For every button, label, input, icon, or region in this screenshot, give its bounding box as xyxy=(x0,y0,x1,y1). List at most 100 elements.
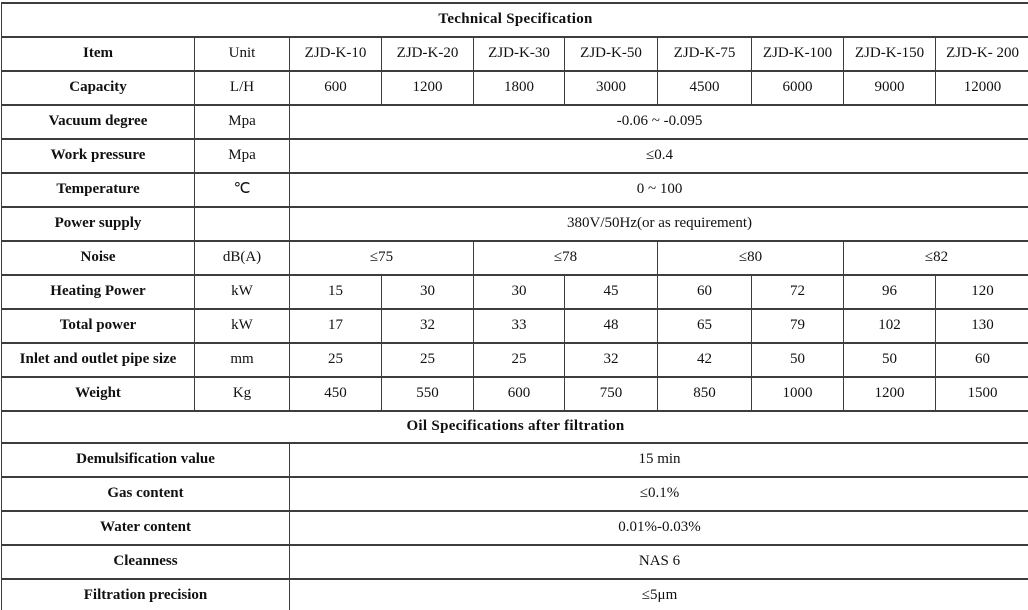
value-cell: 32 xyxy=(381,308,474,344)
value-cell: 45 xyxy=(564,274,658,310)
row-label-total-power: Total power xyxy=(1,308,195,344)
row-label-vacuum-degree: Vacuum degree xyxy=(1,104,195,140)
value-cell: 750 xyxy=(564,376,658,412)
value-cell-span: -0.06 ~ -0.095 xyxy=(288,104,1028,140)
unit-cell: L/H xyxy=(194,70,290,106)
technical-spec-title: Technical Specification xyxy=(0,2,1028,38)
value-cell-span: ≤0.1% xyxy=(288,476,1028,512)
value-cell: 65 xyxy=(657,308,752,344)
oil-spec-title: Oil Specifications after filtration xyxy=(0,410,1028,444)
value-cell: 60 xyxy=(657,274,752,310)
unit-cell: ℃ xyxy=(194,172,290,208)
value-cell: 42 xyxy=(657,342,752,378)
value-cell: 50 xyxy=(843,342,936,378)
column-header-unit: Unit xyxy=(194,36,290,72)
value-cell: 1200 xyxy=(381,70,474,106)
value-cell: 30 xyxy=(381,274,474,310)
value-cell: 96 xyxy=(843,274,936,310)
value-cell: 1200 xyxy=(843,376,936,412)
value-cell: 4500 xyxy=(657,70,752,106)
table-row: Technical Specification xyxy=(0,2,1028,38)
value-cell: 30 xyxy=(473,274,565,310)
value-cell: 48 xyxy=(564,308,658,344)
table-row: Noise dB(A) ≤75 ≤78 ≤80 ≤82 xyxy=(1,240,1028,276)
row-label-pipe-size: Inlet and outlet pipe size xyxy=(1,342,195,378)
value-cell: 1500 xyxy=(934,376,1028,412)
table-row: Filtration precision ≤5μm xyxy=(1,578,1028,610)
table-row: Capacity L/H 600 1200 1800 3000 4500 600… xyxy=(1,70,1028,106)
table-row: Heating Power kW 15 30 30 45 60 72 96 12… xyxy=(1,274,1028,310)
value-cell: 50 xyxy=(751,342,844,378)
unit-cell: Mpa xyxy=(194,138,290,174)
value-cell-span: 15 min xyxy=(288,442,1028,478)
value-cell-span: ≤0.4 xyxy=(288,138,1028,174)
value-cell-span: 0.01%-0.03% xyxy=(288,510,1028,546)
value-cell-span2: ≤82 xyxy=(842,240,1028,276)
value-cell: 550 xyxy=(381,376,474,412)
column-header-model: ZJD-K-150 xyxy=(843,36,936,72)
value-cell: 25 xyxy=(289,342,382,378)
table-row: Weight Kg 450 550 600 750 850 1000 1200 … xyxy=(1,376,1028,412)
unit-cell: kW xyxy=(194,274,290,310)
row-label-demulsification-value: Demulsification value xyxy=(1,442,290,478)
column-header-item: Item xyxy=(1,36,195,72)
row-label-work-pressure: Work pressure xyxy=(1,138,195,174)
row-label-temperature: Temperature xyxy=(1,172,195,208)
value-cell-span: 0 ~ 100 xyxy=(288,172,1028,208)
value-cell: 60 xyxy=(934,342,1028,378)
value-cell-span2: ≤80 xyxy=(657,240,844,276)
value-cell: 17 xyxy=(289,308,382,344)
value-cell: 33 xyxy=(473,308,565,344)
table-row: Oil Specifications after filtration xyxy=(0,410,1028,444)
value-cell: 130 xyxy=(934,308,1028,344)
value-cell: 25 xyxy=(473,342,565,378)
column-header-model: ZJD-K- 200 xyxy=(934,36,1028,72)
table-row: Vacuum degree Mpa -0.06 ~ -0.095 xyxy=(1,104,1028,140)
table-row: Gas content ≤0.1% xyxy=(1,476,1028,512)
row-label-capacity: Capacity xyxy=(1,70,195,106)
row-label-filtration-precision: Filtration precision xyxy=(1,578,290,610)
value-cell-span: 380V/50Hz(or as requirement) xyxy=(288,206,1028,242)
column-header-model: ZJD-K-100 xyxy=(751,36,844,72)
unit-cell: Mpa xyxy=(194,104,290,140)
column-header-model: ZJD-K-30 xyxy=(473,36,565,72)
row-label-gas-content: Gas content xyxy=(1,476,290,512)
unit-cell: mm xyxy=(194,342,290,378)
value-cell: 9000 xyxy=(843,70,936,106)
table-row: Cleanness NAS 6 xyxy=(1,544,1028,580)
row-label-heating-power: Heating Power xyxy=(1,274,195,310)
value-cell: 79 xyxy=(751,308,844,344)
value-cell: 6000 xyxy=(751,70,844,106)
table-row: Item Unit ZJD-K-10 ZJD-K-20 ZJD-K-30 ZJD… xyxy=(1,36,1028,72)
row-label-cleanness: Cleanness xyxy=(1,544,290,580)
column-header-model: ZJD-K-50 xyxy=(564,36,658,72)
table-row: Inlet and outlet pipe size mm 25 25 25 3… xyxy=(1,342,1028,378)
table-row: Water content 0.01%-0.03% xyxy=(1,510,1028,546)
table-row: Work pressure Mpa ≤0.4 xyxy=(1,138,1028,174)
row-label-power-supply: Power supply xyxy=(1,206,195,242)
value-cell: 850 xyxy=(657,376,752,412)
value-cell: 12000 xyxy=(934,70,1028,106)
column-header-model: ZJD-K-10 xyxy=(289,36,382,72)
value-cell: 1000 xyxy=(751,376,844,412)
value-cell-span2: ≤78 xyxy=(473,240,658,276)
value-cell: 72 xyxy=(751,274,844,310)
unit-cell: dB(A) xyxy=(194,240,290,276)
table-row: Power supply 380V/50Hz(or as requirement… xyxy=(1,206,1028,242)
row-label-weight: Weight xyxy=(1,376,195,412)
value-cell-span: ≤5μm xyxy=(288,578,1028,610)
table-row: Demulsification value 15 min xyxy=(1,442,1028,478)
value-cell: 25 xyxy=(381,342,474,378)
table-row: Total power kW 17 32 33 48 65 79 102 130 xyxy=(1,308,1028,344)
value-cell: 600 xyxy=(473,376,565,412)
value-cell-span2: ≤75 xyxy=(289,240,474,276)
value-cell-span: NAS 6 xyxy=(288,544,1028,580)
unit-cell: kW xyxy=(194,308,290,344)
value-cell: 102 xyxy=(843,308,936,344)
value-cell: 15 xyxy=(289,274,382,310)
value-cell: 450 xyxy=(289,376,382,412)
unit-cell: Kg xyxy=(194,376,290,412)
row-label-water-content: Water content xyxy=(1,510,290,546)
